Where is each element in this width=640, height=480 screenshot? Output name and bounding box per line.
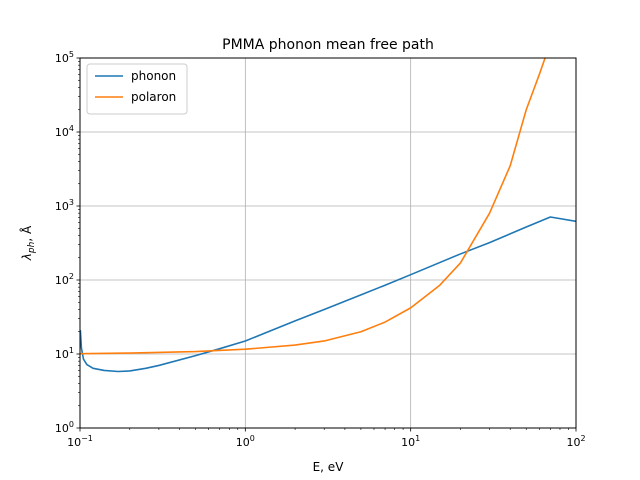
y-tick-exponent: 2: [69, 272, 74, 281]
y-tick-exponent: 3: [69, 198, 74, 207]
y-tick-base: 10: [55, 422, 69, 435]
legend-label-polaron: polaron: [131, 90, 176, 104]
y-tick-label: 103: [55, 198, 74, 213]
y-axis-label-base: λ: [20, 253, 34, 261]
y-axis-label-unit: , Å: [19, 225, 34, 242]
y-tick-base: 10: [55, 274, 69, 287]
x-tick-label: 10−1: [67, 434, 93, 449]
y-tick-label: 102: [55, 272, 74, 287]
x-tick-base: 10: [566, 436, 580, 449]
x-tick-label: 100: [236, 434, 255, 449]
chart-title: PMMA phonon mean free path: [222, 37, 434, 53]
y-tick-base: 10: [55, 348, 69, 361]
x-tick-base: 10: [67, 436, 81, 449]
x-tick-exponent: −1: [81, 434, 93, 443]
y-tick-exponent: 0: [69, 420, 74, 429]
series-line-polaron: [80, 58, 546, 355]
legend: phonon polaron: [86, 63, 188, 115]
y-tick-exponent: 4: [69, 124, 74, 133]
y-tick-label: 100: [55, 420, 74, 435]
series-line-phonon: [80, 216, 576, 373]
y-tick-label: 104: [55, 124, 74, 139]
x-tick-label: 102: [566, 434, 585, 449]
y-tick-base: 10: [55, 126, 69, 139]
plot-frame: [79, 57, 577, 429]
x-tick-label: 101: [401, 434, 420, 449]
x-tick-base: 10: [401, 436, 415, 449]
y-tick-exponent: 1: [69, 346, 74, 355]
x-tick-exponent: 2: [580, 434, 585, 443]
y-axis-label-sub: ph: [27, 241, 37, 254]
x-axis-label: E, eV: [313, 460, 345, 474]
y-tick-base: 10: [55, 200, 69, 213]
y-tick-label: 105: [55, 50, 74, 65]
y-tick-label: 101: [55, 346, 74, 361]
y-axis-label: λph, Å: [19, 225, 37, 261]
x-tick-exponent: 0: [250, 434, 255, 443]
x-tick-exponent: 1: [415, 434, 420, 443]
y-tick-base: 10: [55, 52, 69, 65]
x-tick-base: 10: [236, 436, 250, 449]
y-tick-exponent: 5: [69, 50, 74, 59]
legend-label-phonon: phonon: [131, 69, 176, 83]
series-layer: [80, 58, 576, 373]
